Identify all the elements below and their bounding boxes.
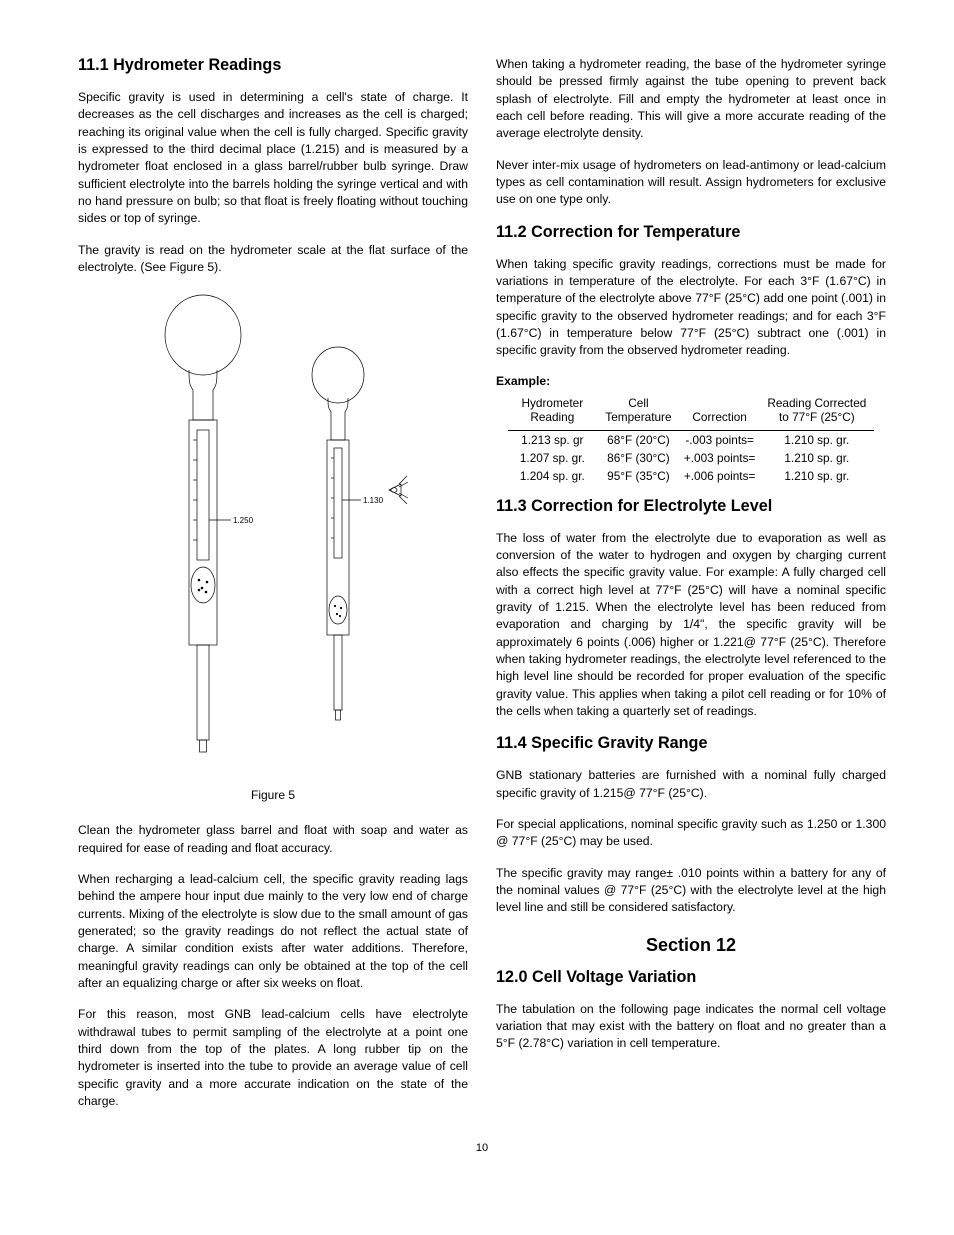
td: 1.207 sp. gr. — [508, 449, 597, 467]
example-label: Example: — [496, 374, 886, 388]
section-12-title: Section 12 — [496, 935, 886, 956]
td: 1.210 sp. gr. — [759, 467, 874, 485]
th-correction: Correction — [680, 394, 760, 431]
fig-label-1130: 1.130 — [363, 496, 384, 505]
paragraph: The tabulation on the following page ind… — [496, 1001, 886, 1053]
two-column-layout: 11.1 Hydrometer Readings Specific gravit… — [78, 56, 886, 1124]
heading-11-1: 11.1 Hydrometer Readings — [78, 56, 468, 75]
paragraph: Never inter-mix usage of hydrometers on … — [496, 157, 886, 209]
paragraph: When taking a hydrometer reading, the ba… — [496, 56, 886, 143]
td: 1.210 sp. gr. — [759, 449, 874, 467]
heading-11-3: 11.3 Correction for Electrolyte Level — [496, 497, 886, 516]
table-row: 1.204 sp. gr. 95°F (35°C) +.006 points= … — [508, 467, 875, 485]
td: 1.213 sp. gr — [508, 430, 597, 449]
fig-label-1250: 1.250 — [233, 516, 254, 525]
table-row: 1.207 sp. gr. 86°F (30°C) +.003 points= … — [508, 449, 875, 467]
page: 11.1 Hydrometer Readings Specific gravit… — [0, 0, 954, 1235]
table-header-row: Hydrometer Reading Cell Temperature Corr… — [508, 394, 875, 431]
left-column: 11.1 Hydrometer Readings Specific gravit… — [78, 56, 468, 1124]
figure-5: 1.250 1.130 — [78, 290, 468, 802]
paragraph: Clean the hydrometer glass barrel and fl… — [78, 822, 468, 857]
heading-12-0: 12.0 Cell Voltage Variation — [496, 968, 886, 987]
hydrometer-diagram-icon: 1.250 1.130 — [113, 290, 433, 780]
right-column: When taking a hydrometer reading, the ba… — [496, 56, 886, 1124]
td: 68°F (20°C) — [597, 430, 680, 449]
paragraph: Specific gravity is used in determining … — [78, 89, 468, 228]
figure-caption: Figure 5 — [251, 788, 295, 802]
paragraph: The loss of water from the electrolyte d… — [496, 530, 886, 721]
table-row: 1.213 sp. gr 68°F (20°C) -.003 points= 1… — [508, 430, 875, 449]
paragraph: GNB stationary batteries are furnished w… — [496, 767, 886, 802]
td: -.003 points= — [680, 430, 760, 449]
paragraph: When taking specific gravity readings, c… — [496, 256, 886, 360]
td: 86°F (30°C) — [597, 449, 680, 467]
th-corrected: Reading Corrected to 77°F (25°C) — [759, 394, 874, 431]
paragraph: The specific gravity may range± .010 poi… — [496, 865, 886, 917]
heading-11-4: 11.4 Specific Gravity Range — [496, 734, 886, 753]
td: 1.210 sp. gr. — [759, 430, 874, 449]
correction-table: Hydrometer Reading Cell Temperature Corr… — [508, 394, 875, 485]
td: 95°F (35°C) — [597, 467, 680, 485]
heading-11-2: 11.2 Correction for Temperature — [496, 223, 886, 242]
th-temp: Cell Temperature — [597, 394, 680, 431]
paragraph: When recharging a lead-calcium cell, the… — [78, 871, 468, 992]
th-reading: Hydrometer Reading — [508, 394, 597, 431]
paragraph: For this reason, most GNB lead-calcium c… — [78, 1006, 468, 1110]
page-number: 10 — [78, 1142, 886, 1154]
paragraph: The gravity is read on the hydrometer sc… — [78, 242, 468, 277]
paragraph: For special applications, nominal specif… — [496, 816, 886, 851]
td: +.003 points= — [680, 449, 760, 467]
td: +.006 points= — [680, 467, 760, 485]
td: 1.204 sp. gr. — [508, 467, 597, 485]
